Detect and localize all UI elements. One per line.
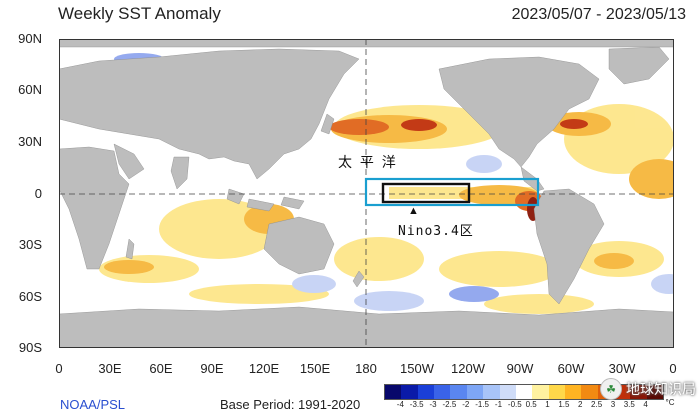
source-label: NOAA/PSL [60, 397, 126, 412]
lon-label-90w: 90W [506, 361, 534, 376]
land-masses [59, 39, 674, 348]
colorbar-swatch [515, 385, 533, 399]
lat-label-90s: 90S [18, 340, 42, 355]
date-range: 2023/05/07 - 2023/05/13 [511, 6, 686, 23]
nino34-label: Nino3.4区 [398, 224, 474, 239]
colorbar-tick-label: -3 [429, 400, 437, 409]
colorbar-tick-label: 2 [578, 400, 583, 409]
colorbar-tick-label: 4 [643, 400, 648, 409]
lat-label-30s: 30S [18, 237, 42, 252]
colorbar-unit: °C [665, 398, 675, 407]
colorbar-labels: -4 -3.5 -3 -2.5 -2 -1.5 -1 -0.5 0.5 1 1.5 2 2.5 3 3.5 4… [384, 398, 675, 414]
lat-label-60n: 60N [18, 82, 42, 97]
colorbar-tick-label: -3.5 [409, 400, 424, 409]
colorbar-tick-label: -1 [494, 400, 503, 409]
colorbar-tick-label: 3 [610, 400, 616, 409]
map-title: Weekly SST Anomaly [58, 4, 221, 23]
map-border [59, 39, 674, 348]
watermark-icon: ☘ [600, 378, 622, 400]
lat-label-60s: 60S [18, 289, 42, 304]
lat-label-30n: 30N [18, 134, 42, 149]
pacific-label: 太 平 洋 [338, 154, 398, 170]
lon-label-30w: 30W [608, 361, 636, 376]
colorbar-tick-label: 1 [545, 400, 550, 409]
colorbar-tick-label: -2.5 [442, 400, 457, 409]
nino34-box [381, 182, 471, 204]
colorbar-tick-label: -4 [396, 400, 404, 409]
colorbar-swatch [434, 385, 451, 399]
lon-label-60e: 60E [149, 361, 173, 376]
lon-label-180: 180 [355, 361, 377, 376]
colorbar-tick-label: 0.5 [525, 400, 537, 409]
colorbar-swatch [450, 385, 467, 399]
nino-marker: ▲ [408, 205, 419, 217]
colorbar-swatch [385, 385, 402, 399]
colorbar-swatch [532, 385, 549, 399]
colorbar-swatch [401, 385, 418, 399]
colorbar-tick-label: 2.5 [591, 400, 603, 409]
colorbar-swatch [466, 385, 484, 399]
lon-label-150e: 150E [299, 361, 331, 376]
colorbar-swatch [499, 385, 516, 399]
lon-label-0: 0 [55, 361, 63, 376]
colorbar-swatch [483, 385, 500, 399]
watermark-text: 地球知识局 [626, 381, 696, 397]
nino-outer-box [364, 177, 540, 207]
sst-anomaly-map [59, 39, 674, 348]
lon-label-60w: 60W [557, 361, 585, 376]
lon-label-0-end: 0 [669, 361, 677, 376]
lon-label-90e: 90E [200, 361, 224, 376]
lon-label-120w: 120W [451, 361, 485, 376]
colorbar-swatch [581, 385, 598, 399]
watermark: ☘ 地球知识局 [600, 378, 696, 400]
base-period-label: Base Period: 1991-2020 [220, 397, 361, 412]
colorbar-tick-label: 3.5 [623, 400, 635, 409]
lat-label-90n: 90N [18, 31, 42, 46]
colorbar-swatch [630, 385, 647, 399]
colorbar-tick-label: -2 [462, 400, 470, 409]
lon-label-30e: 30E [98, 361, 122, 376]
lon-label-120e: 120E [248, 361, 280, 376]
colorbar-swatch [548, 385, 565, 399]
lat-label-0: 0 [34, 186, 42, 201]
lon-label-150w: 150W [400, 361, 434, 376]
colorbar-tick-label: -0.5 [507, 400, 522, 409]
colorbar-swatch [564, 385, 582, 399]
colorbar-swatch [417, 385, 435, 399]
colorbar-swatch [646, 385, 664, 399]
colorbar-tick-label: -1.5 [475, 400, 490, 409]
colorbar-tick-label: 1.5 [558, 400, 570, 409]
